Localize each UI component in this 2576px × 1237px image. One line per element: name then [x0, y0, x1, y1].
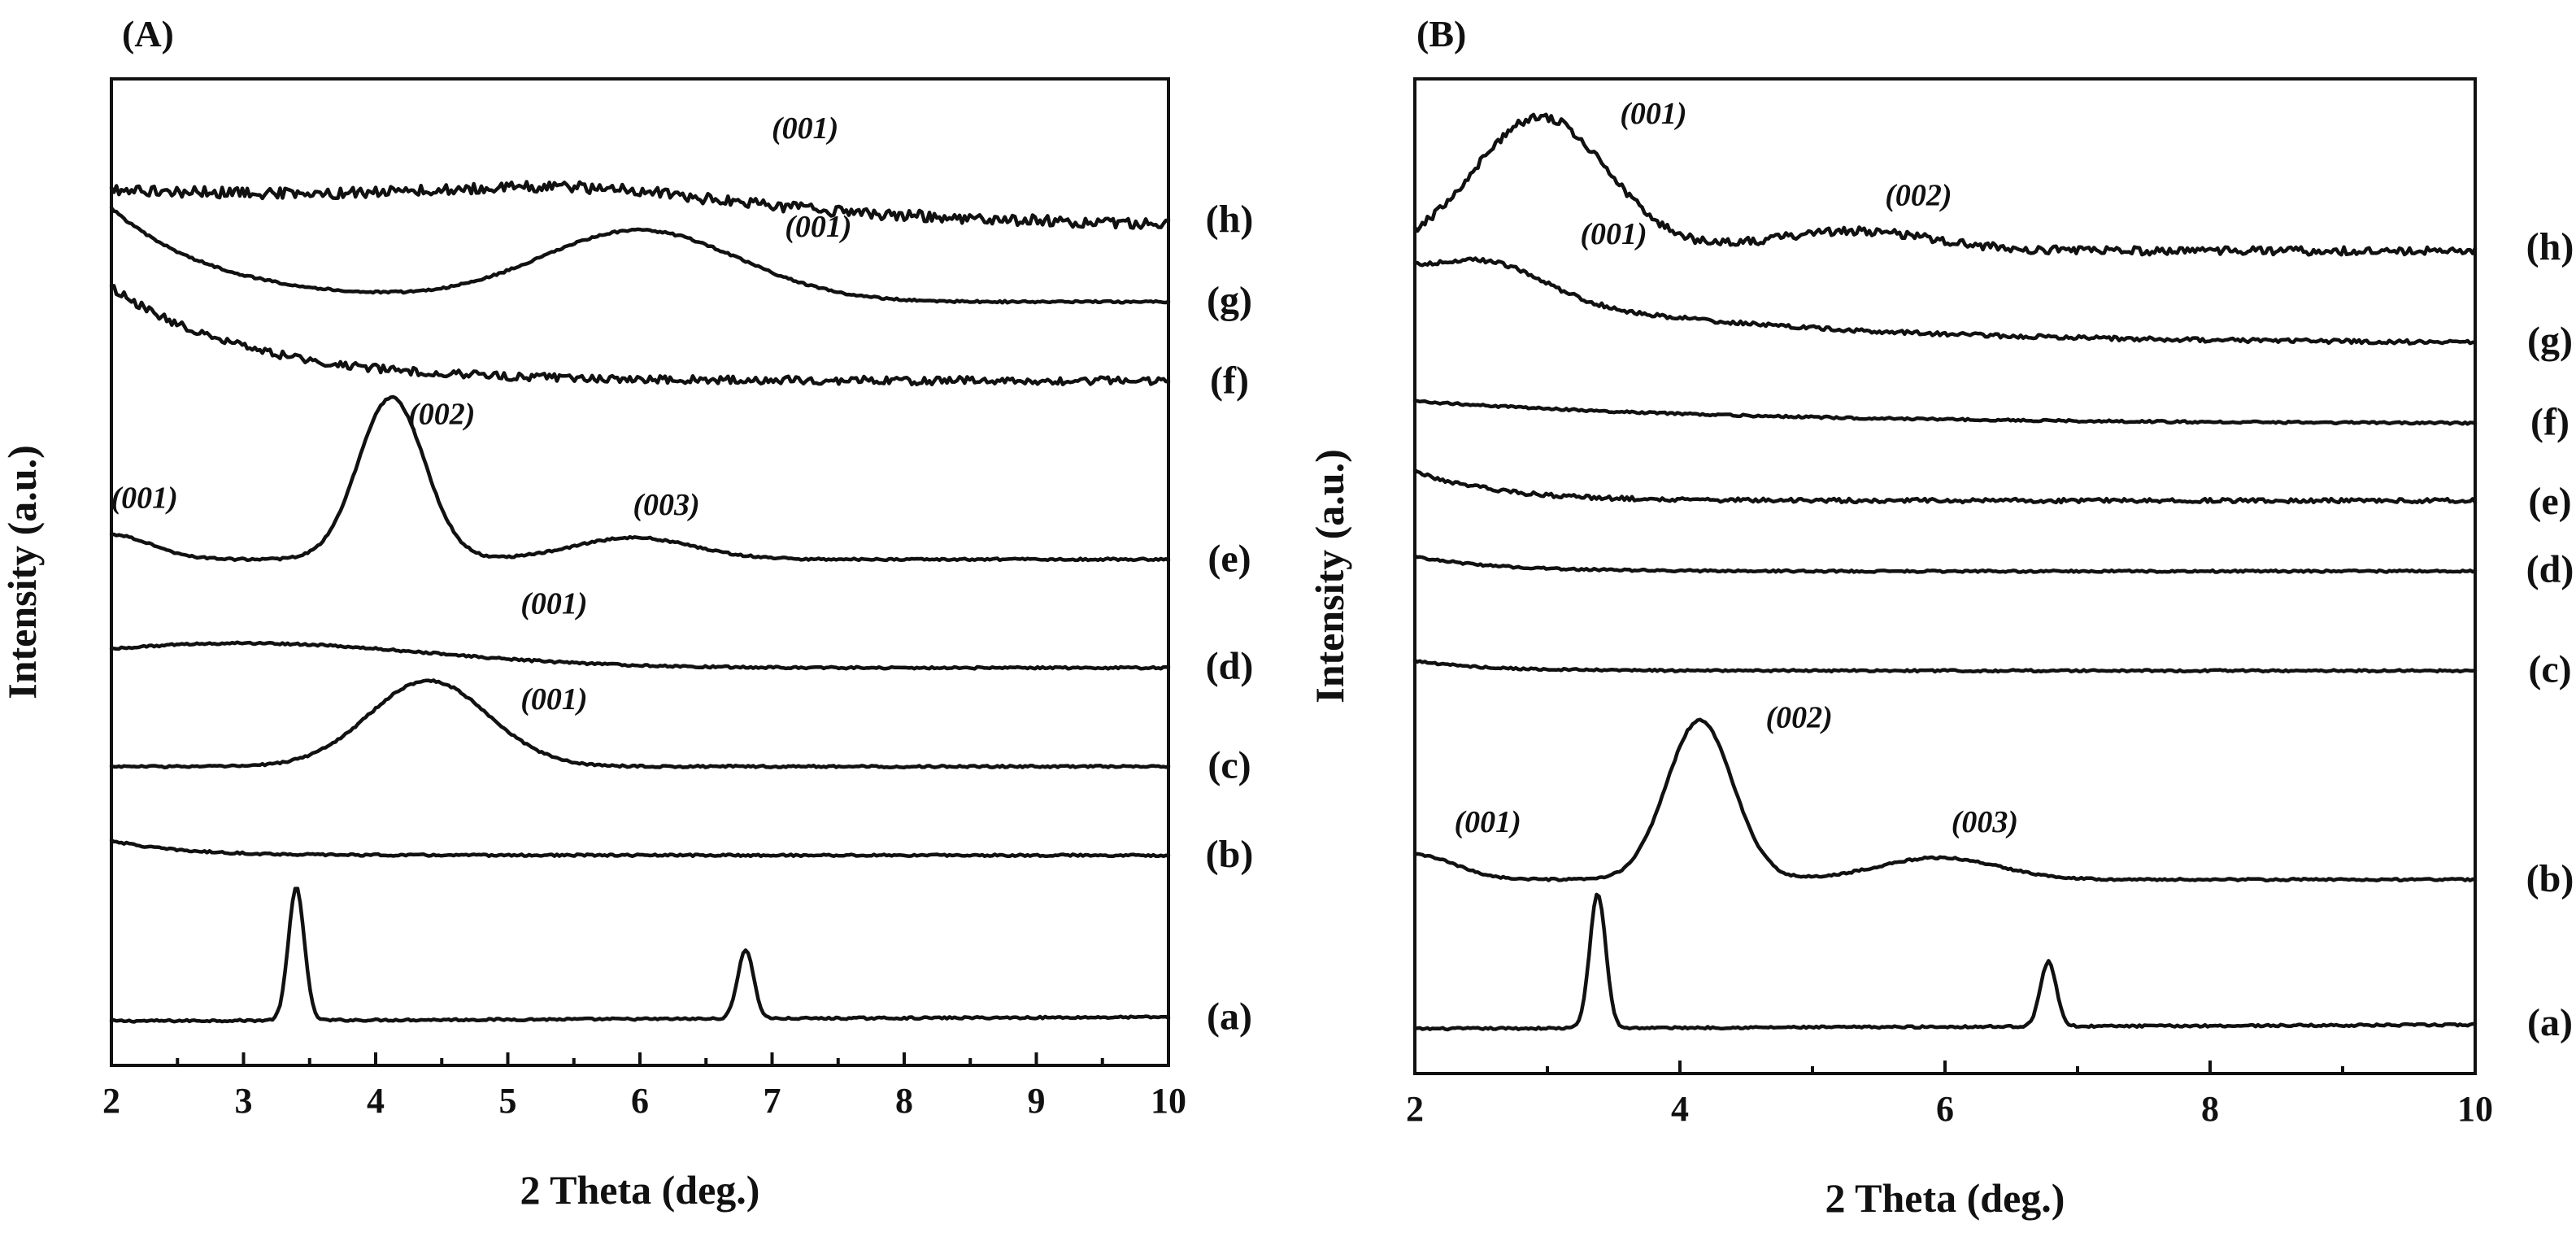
- panel-a: (A) 2 3 4 5 6 7 8 9 10 2 Theta (deg.) Intensity (a.…: [0, 13, 1253, 1213]
- xrd-curve-g: [109, 206, 1171, 305]
- y-axis-title: Intensity (a.u.): [1307, 449, 1352, 703]
- y-axis-title: Intensity (a.u.): [0, 445, 45, 699]
- xrd-curve-d: [109, 640, 1171, 671]
- xrd-curve-e: [1412, 468, 2478, 505]
- curve-label: (f): [2530, 401, 2569, 444]
- curve-label: (a): [1207, 995, 1252, 1039]
- x-tick-label: 3: [235, 1081, 253, 1121]
- xrd-curve-g: [1412, 256, 2478, 346]
- curve-label: (h): [1206, 198, 1254, 241]
- xrd-curve-c: [1412, 658, 2478, 674]
- xrd-curve-b: [109, 838, 1171, 859]
- peak-annotation: (001): [785, 210, 851, 244]
- panel-b: (B) 2 4 6 8 10 2 Theta (deg.) Intensity (a.u.) (…: [1307, 13, 2574, 1221]
- xrd-curve-e: [109, 394, 1171, 563]
- xrd-curve-f: [1412, 399, 2478, 426]
- xrd-curve-c: [109, 678, 1171, 769]
- peak-annotation: (001): [111, 481, 177, 516]
- peak-annotation: (002): [1766, 700, 1833, 734]
- curve-label: (c): [1208, 743, 1251, 786]
- x-tick-label: 2: [102, 1081, 120, 1121]
- x-tick-label: 9: [1028, 1081, 1046, 1121]
- panel-label: (A): [122, 13, 174, 54]
- curve-label: (a): [2527, 1001, 2573, 1044]
- x-tick-label: 10: [2457, 1089, 2493, 1129]
- curve-label: (d): [2526, 548, 2574, 591]
- peak-annotation: (001): [520, 586, 587, 621]
- peak-annotation: (003): [633, 488, 699, 522]
- panel-label: (B): [1416, 13, 1466, 54]
- x-axis-title: 2 Theta (deg.): [1825, 1175, 2065, 1221]
- x-tick-label: 8: [2201, 1089, 2219, 1129]
- peak-annotation: (002): [1885, 178, 1952, 212]
- peak-annotation: (003): [1952, 805, 2018, 839]
- peak-annotation: (001): [1620, 97, 1686, 131]
- x-axis-title: 2 Theta (deg.): [520, 1167, 760, 1213]
- x-tick-label: 2: [1406, 1089, 1424, 1129]
- peak-annotation: (002): [408, 398, 475, 432]
- curve-label: (c): [2528, 648, 2571, 691]
- xrd-curve-a: [1412, 892, 2478, 1032]
- peak-annotation: (001): [520, 682, 587, 717]
- xrd-curve-b: [1412, 717, 2478, 882]
- curve-label: (b): [1206, 833, 1254, 876]
- x-tick-label: 10: [1151, 1081, 1186, 1121]
- x-tick-label: 6: [1936, 1089, 1954, 1129]
- peak-annotation: (001): [772, 111, 838, 146]
- xrd-curve-h: [1412, 112, 2478, 257]
- plot-frame: [1413, 77, 2477, 1075]
- x-tick-label: 6: [631, 1081, 649, 1121]
- plot-frame: [110, 77, 1170, 1067]
- x-tick-label: 8: [895, 1081, 913, 1121]
- x-tick-label: 4: [367, 1081, 385, 1121]
- curve-label: (f): [1210, 359, 1249, 402]
- curve-label: (b): [2526, 857, 2574, 900]
- curve-label: (g): [1207, 279, 1252, 322]
- curve-label: (d): [1206, 644, 1254, 687]
- xrd-curve-d: [1412, 554, 2478, 574]
- peak-annotation: (001): [1580, 217, 1647, 251]
- curve-label: (h): [2526, 225, 2574, 268]
- xrd-curve-a: [109, 886, 1171, 1024]
- x-tick-label: 4: [1671, 1089, 1689, 1129]
- peak-annotation: (001): [1454, 805, 1521, 839]
- xrd-curve-h: [109, 180, 1171, 230]
- xrd-curve-f: [109, 284, 1171, 387]
- x-tick-label: 7: [764, 1081, 781, 1121]
- curve-label: (g): [2527, 319, 2573, 362]
- curve-label: (e): [1208, 538, 1251, 581]
- x-tick-label: 5: [499, 1081, 517, 1121]
- curve-label: (e): [2528, 480, 2571, 523]
